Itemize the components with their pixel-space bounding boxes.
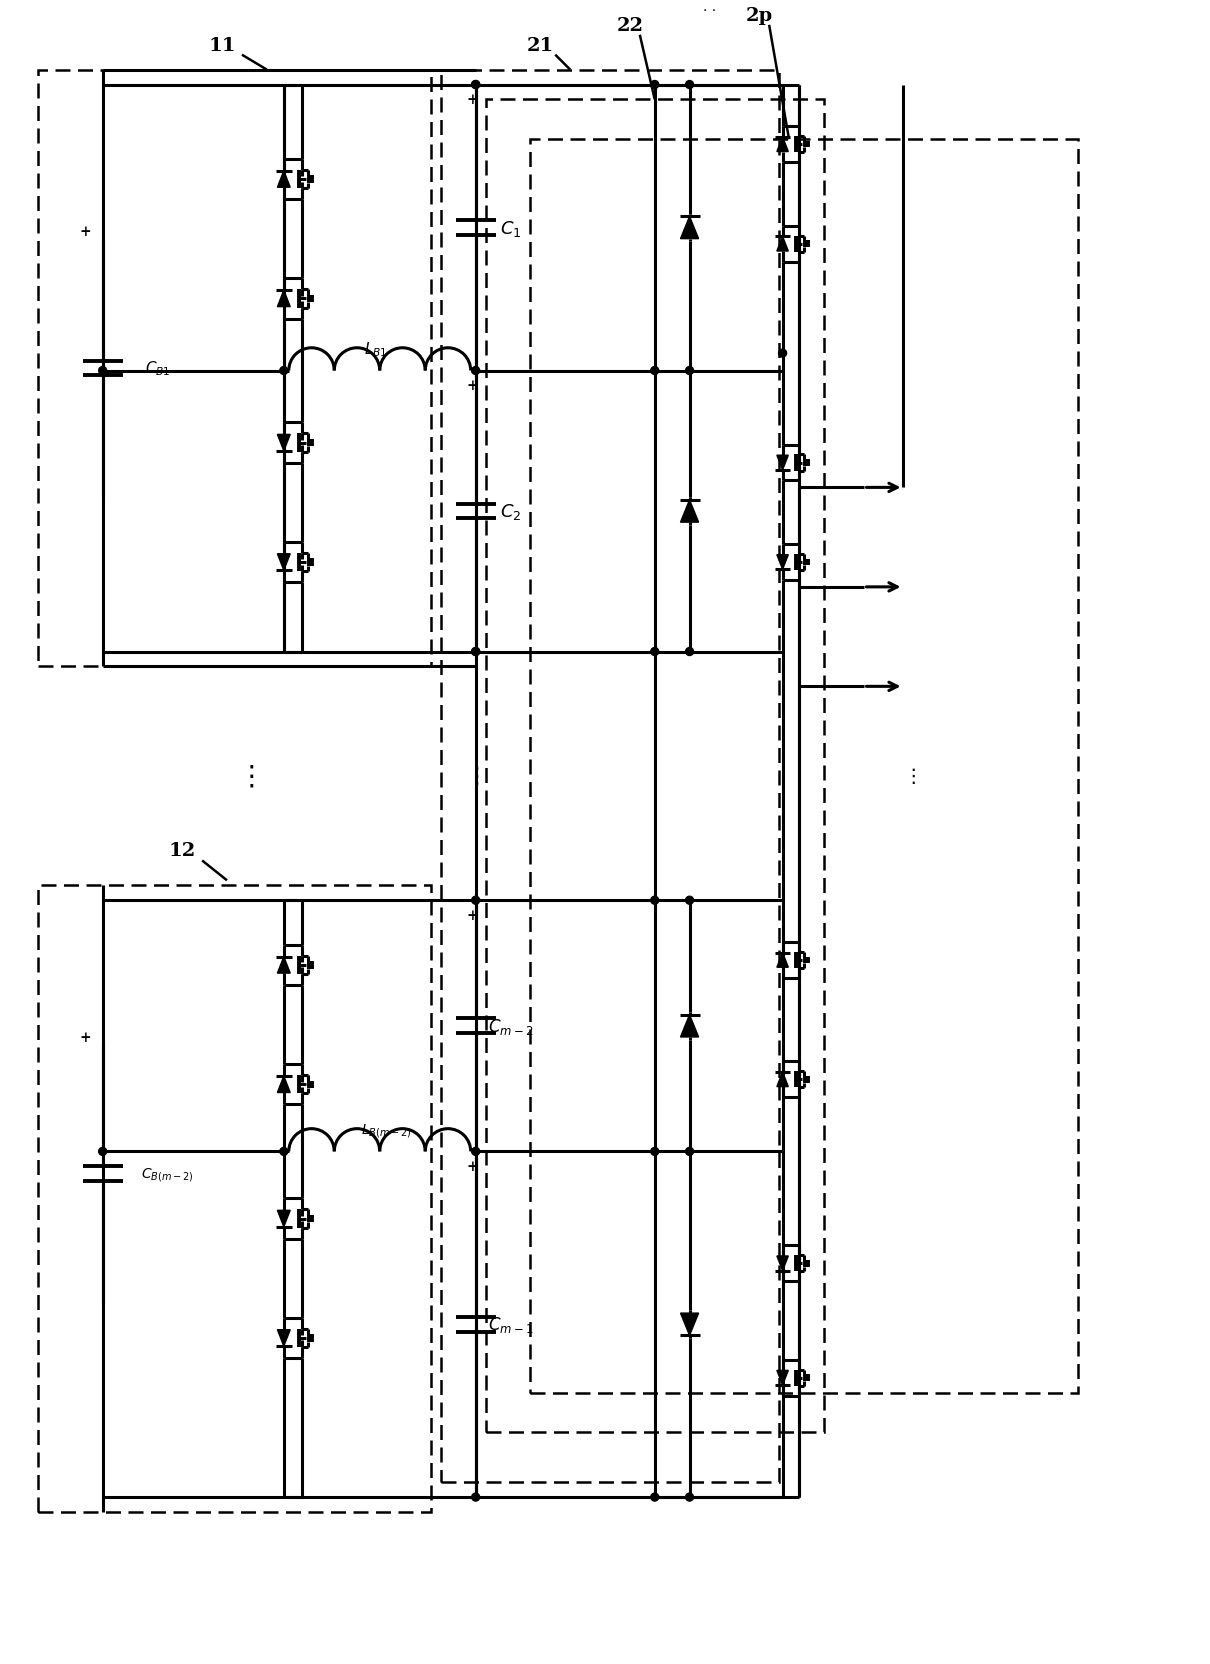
Text: · ·: · · xyxy=(703,3,716,18)
Circle shape xyxy=(651,649,658,656)
Text: ⋮: ⋮ xyxy=(774,752,791,770)
Circle shape xyxy=(280,1148,288,1156)
Circle shape xyxy=(686,1148,693,1156)
Circle shape xyxy=(778,349,786,358)
Text: +: + xyxy=(467,1160,478,1173)
Polygon shape xyxy=(777,556,788,571)
Text: 11: 11 xyxy=(208,37,236,55)
Polygon shape xyxy=(680,1313,698,1336)
Text: ⋮: ⋮ xyxy=(466,767,485,785)
Text: +: + xyxy=(467,909,478,922)
Polygon shape xyxy=(777,1072,788,1087)
Polygon shape xyxy=(777,953,788,968)
Text: +: + xyxy=(467,379,478,393)
Circle shape xyxy=(472,897,479,905)
Text: ⋮: ⋮ xyxy=(773,767,793,785)
Circle shape xyxy=(686,1493,693,1501)
Text: +: + xyxy=(79,225,91,238)
Circle shape xyxy=(651,1148,658,1156)
Polygon shape xyxy=(777,456,788,471)
Polygon shape xyxy=(680,1015,698,1037)
Text: +: + xyxy=(79,1030,91,1043)
Polygon shape xyxy=(277,1077,290,1093)
Polygon shape xyxy=(777,238,788,251)
Text: 22: 22 xyxy=(616,17,644,35)
Text: $L_{B1}$: $L_{B1}$ xyxy=(364,339,388,359)
Text: ⋮: ⋮ xyxy=(238,762,266,790)
Text: ⋮: ⋮ xyxy=(465,767,486,787)
Polygon shape xyxy=(277,957,290,973)
Text: $C_{m-2}$: $C_{m-2}$ xyxy=(488,1017,534,1037)
Circle shape xyxy=(99,1148,106,1156)
Bar xyxy=(440,70,779,1483)
Text: 21: 21 xyxy=(526,37,554,55)
Circle shape xyxy=(472,649,479,656)
Text: $C_1$: $C_1$ xyxy=(500,218,522,238)
Polygon shape xyxy=(277,1211,290,1226)
Polygon shape xyxy=(777,138,788,153)
Text: $L_{B(m-2)}$: $L_{B(m-2)}$ xyxy=(361,1122,411,1138)
Circle shape xyxy=(686,649,693,656)
Bar xyxy=(530,140,1078,1393)
Polygon shape xyxy=(777,1256,788,1271)
Polygon shape xyxy=(680,218,698,240)
Circle shape xyxy=(686,368,693,376)
Text: ⋮: ⋮ xyxy=(789,767,808,785)
Polygon shape xyxy=(277,171,290,188)
Text: $C_{B1}$: $C_{B1}$ xyxy=(144,359,171,378)
Polygon shape xyxy=(680,501,698,522)
Circle shape xyxy=(472,82,479,90)
Circle shape xyxy=(472,1148,479,1156)
Circle shape xyxy=(472,649,479,656)
Circle shape xyxy=(686,897,693,905)
Circle shape xyxy=(99,368,106,376)
Circle shape xyxy=(651,897,658,905)
Circle shape xyxy=(651,82,658,90)
Circle shape xyxy=(651,368,658,376)
Text: 2p: 2p xyxy=(745,7,773,25)
Polygon shape xyxy=(277,291,290,308)
Circle shape xyxy=(472,82,479,90)
Circle shape xyxy=(686,82,693,90)
Bar xyxy=(485,100,824,1433)
Circle shape xyxy=(472,368,479,376)
Polygon shape xyxy=(277,1330,290,1346)
Text: ⋮: ⋮ xyxy=(904,767,923,785)
Text: $C_{m-1}$: $C_{m-1}$ xyxy=(488,1315,534,1335)
Bar xyxy=(38,885,431,1513)
Text: $C_2$: $C_2$ xyxy=(500,503,522,522)
Text: ⋮: ⋮ xyxy=(790,752,807,770)
Polygon shape xyxy=(277,434,290,451)
Polygon shape xyxy=(777,1371,788,1384)
Bar xyxy=(38,70,431,667)
Circle shape xyxy=(651,1493,658,1501)
Text: $C_{B(m-2)}$: $C_{B(m-2)}$ xyxy=(142,1165,194,1183)
Circle shape xyxy=(280,368,288,376)
Circle shape xyxy=(472,1493,479,1501)
Text: 12: 12 xyxy=(168,842,196,860)
Text: +: + xyxy=(467,93,478,108)
Polygon shape xyxy=(277,554,290,571)
